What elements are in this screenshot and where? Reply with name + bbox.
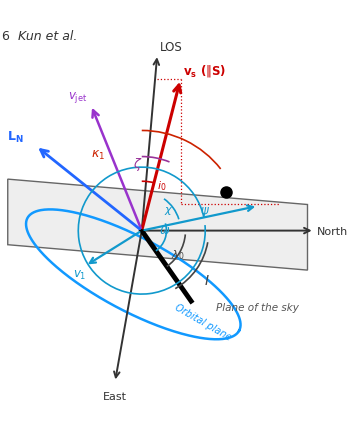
Text: LOS: LOS — [160, 41, 183, 54]
Text: $I$: $I$ — [204, 273, 210, 287]
Text: $v_1$: $v_1$ — [73, 269, 86, 282]
Text: $\omega$: $\omega$ — [159, 224, 170, 237]
Text: Plane of the sky: Plane of the sky — [216, 302, 299, 312]
Text: Orbital plane: Orbital plane — [174, 302, 233, 342]
Polygon shape — [8, 180, 308, 270]
Text: $\mathbf{v_s}$ ($\|\mathbf{S}$): $\mathbf{v_s}$ ($\|\mathbf{S}$) — [183, 62, 226, 79]
Text: North: North — [317, 226, 348, 236]
Text: Kun et al.: Kun et al. — [18, 30, 78, 43]
Text: $\lambda_0$: $\lambda_0$ — [172, 248, 185, 262]
Text: $i_0$: $i_0$ — [157, 179, 167, 193]
Text: 6: 6 — [1, 30, 8, 43]
Text: $\chi$: $\chi$ — [164, 205, 174, 217]
Text: East: East — [103, 391, 127, 401]
Text: $\mathbf{L_N}$: $\mathbf{L_N}$ — [7, 130, 23, 145]
Text: $\psi$: $\psi$ — [199, 204, 210, 218]
Text: $\kappa_1$: $\kappa_1$ — [91, 148, 105, 161]
Text: $v_\mathrm{jet}$: $v_\mathrm{jet}$ — [68, 90, 88, 105]
Text: $\zeta$: $\zeta$ — [133, 156, 143, 173]
